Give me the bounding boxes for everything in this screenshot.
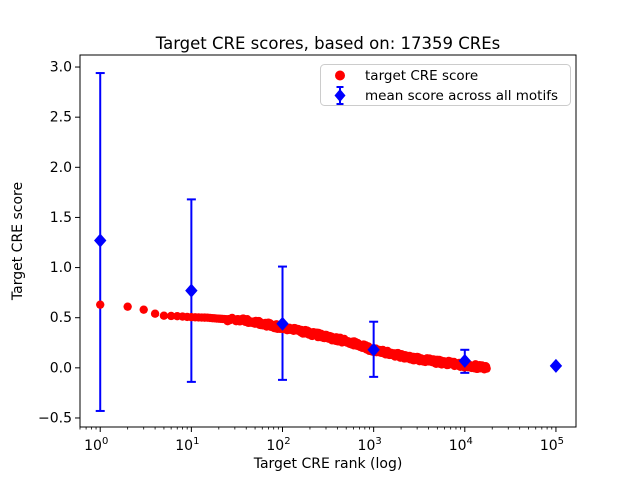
y-axis-label: Target CRE score [10, 182, 26, 301]
x-tick-label: 100 [84, 436, 108, 454]
x-axis-label: Target CRE rank (log) [253, 456, 403, 472]
red-scatter-point [123, 302, 132, 311]
red-scatter-point [139, 305, 148, 314]
plot-area: 100 101 102 103 104 105 −0.5 0.0 0.5 1.0 1.5 2.0 2.5… [38, 54, 577, 454]
blue-mean-diamond [367, 342, 380, 357]
legend-blue-errorbar-icon [334, 86, 346, 105]
axes-spines [79, 54, 577, 428]
x-tick-label: 104 [449, 436, 473, 454]
x-tick-label: 101 [175, 436, 199, 454]
red-scatter-point [482, 364, 491, 373]
x-tick-label: 103 [358, 436, 382, 454]
x-tick-label: 105 [540, 436, 564, 454]
y-tick-label: 2.0 [50, 160, 72, 176]
legend-red-dot-icon [335, 70, 345, 81]
chart-title: Target CRE scores, based on: 17359 CREs [155, 34, 501, 53]
y-tick-label: 2.5 [50, 110, 72, 126]
blue-mean-diamond [276, 316, 289, 331]
y-tick-label: 0.0 [50, 360, 72, 376]
y-tick-label: −0.5 [38, 410, 72, 426]
blue-mean-diamond [185, 283, 198, 298]
blue-mean-diamond [94, 233, 107, 248]
red-scatter-point [150, 309, 160, 318]
legend-label-target-cre-score: target CRE score [365, 68, 478, 84]
red-scatter-point [166, 311, 176, 321]
red-scatter-point [159, 311, 169, 320]
red-scatter-point [96, 300, 105, 309]
legend-label-mean-score: mean score across all motifs [365, 88, 558, 104]
y-tick-label: 3.0 [50, 60, 72, 76]
blue-mean-diamond [549, 358, 563, 373]
legend: target CRE score mean score across all m… [320, 64, 571, 106]
x-tick-label: 102 [266, 436, 290, 454]
legend-box [320, 64, 571, 106]
y-tick-label: 1.0 [50, 260, 72, 276]
y-tick-label: 1.5 [50, 210, 72, 226]
blue-mean-diamond [458, 353, 471, 368]
y-tick-label: 0.5 [50, 310, 72, 326]
